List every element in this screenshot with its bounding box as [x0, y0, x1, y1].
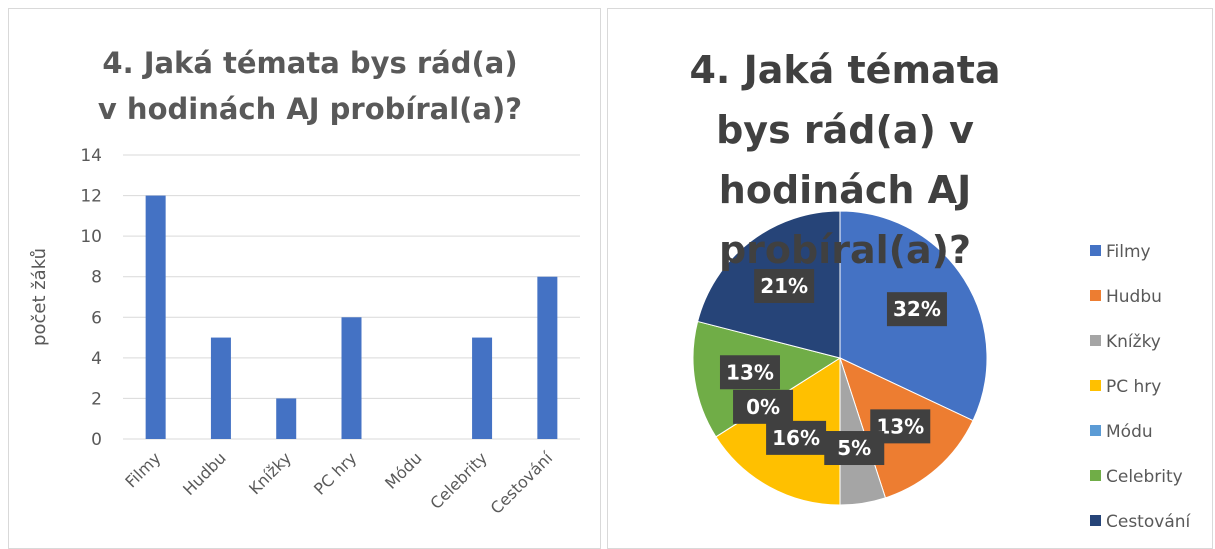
y-tick-label: 4 [91, 349, 102, 369]
y-tick-label: 14 [80, 146, 102, 166]
bar [145, 195, 166, 439]
data-label-box [733, 389, 794, 424]
x-tick-label: Filmy [121, 448, 164, 491]
legend-label: Cestování [1106, 512, 1192, 532]
data-label: 21% [760, 274, 808, 298]
legend-swatch [1090, 290, 1101, 301]
y-tick-label: 2 [91, 389, 102, 409]
legend-label: Módu [1106, 422, 1153, 442]
bar [276, 398, 297, 439]
bar [472, 337, 493, 439]
legend-label: Knížky [1106, 332, 1161, 352]
legend-swatch [1090, 425, 1101, 436]
legend-label: Celebrity [1106, 467, 1183, 487]
x-tick-label: PC hry [310, 448, 360, 498]
data-label: 0% [746, 395, 780, 419]
x-tick-label: Módu [381, 448, 425, 492]
x-tick-label: Knížky [245, 448, 295, 498]
legend-swatch [1090, 515, 1101, 526]
bar [210, 337, 231, 439]
y-tick-label: 8 [91, 268, 102, 288]
data-label: 13% [726, 360, 774, 384]
x-tick-label: Hudbu [179, 448, 230, 499]
y-tick-label: 6 [91, 308, 102, 328]
data-label: 13% [876, 414, 924, 438]
data-label-box [824, 431, 885, 466]
data-label-box [754, 268, 815, 303]
legend-label: PC hry [1106, 377, 1161, 397]
data-label: 32% [893, 297, 941, 321]
data-label-box [886, 292, 947, 327]
bar-chart: 0 2 4 6 8 10 12 14 počet žáků Filmy Hudbu Knížky PC … [29, 146, 580, 518]
data-label: 16% [772, 426, 820, 450]
data-label-box [766, 420, 827, 455]
y-axis-label: počet žáků [29, 248, 50, 346]
chart-title: 4. Jaká témata bys rád(a) v hodinách AJ … [97, 46, 523, 126]
legend-swatch [1090, 335, 1101, 346]
data-label: 5% [837, 436, 871, 460]
chart-title: 4. Jaká témata bys rád(a) v hodinách AJ … [689, 48, 1001, 272]
legend-label: Filmy [1106, 242, 1151, 262]
bar [341, 317, 362, 439]
x-tick-label: Cestování [487, 448, 557, 518]
legend-label: Hudbu [1106, 287, 1162, 307]
data-label-box [719, 355, 780, 390]
bar [537, 276, 558, 439]
y-tick-label: 12 [80, 187, 102, 207]
x-tick-label: Celebrity [426, 448, 491, 513]
legend-swatch [1090, 380, 1101, 391]
legend-swatch [1090, 245, 1101, 256]
legend-swatch [1090, 470, 1101, 481]
y-tick-label: 0 [91, 430, 102, 450]
y-tick-label: 10 [80, 227, 102, 247]
